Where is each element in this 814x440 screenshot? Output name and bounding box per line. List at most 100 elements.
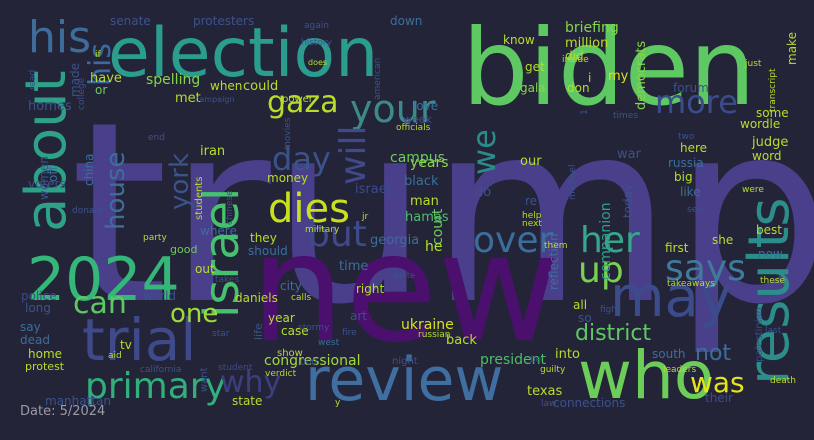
word-long: long: [25, 301, 51, 315]
word-wordle: wordle: [740, 117, 780, 131]
word-my: my: [608, 69, 629, 84]
word-do: do: [475, 185, 491, 200]
word-district: district: [575, 321, 651, 346]
word-state: state: [232, 394, 262, 408]
word-man: man: [410, 194, 439, 209]
word-who: who: [578, 337, 714, 414]
word-trial: trial: [82, 306, 196, 374]
word-white: white: [393, 271, 415, 280]
word-election: election: [108, 14, 378, 93]
word-forum: forum: [673, 81, 709, 95]
word-fire: fire: [342, 328, 357, 338]
word-trump: trump: [70, 68, 814, 359]
word-end: end: [148, 133, 165, 143]
word-made: made: [68, 63, 82, 97]
word-know: know: [503, 33, 535, 47]
word-now: now: [758, 247, 783, 261]
word-best: best: [756, 223, 782, 237]
word-senate: senate: [110, 14, 151, 28]
word-biden: biden: [462, 7, 756, 129]
word-2024: 2024: [27, 245, 180, 315]
word-movies: movies: [283, 117, 293, 150]
word-primary: primary: [85, 366, 226, 407]
word-good: good: [170, 243, 197, 256]
word-dead: dead: [20, 333, 50, 347]
word-military: military: [305, 225, 340, 235]
word-california: california: [140, 365, 181, 375]
word-out: out: [195, 262, 215, 276]
word-million: million: [565, 36, 608, 51]
word-war: war: [617, 147, 642, 162]
word-right: right: [356, 282, 384, 296]
word-guilty: guilty: [540, 365, 566, 375]
word-hamas: hamas: [405, 210, 449, 225]
word-but: but: [307, 214, 367, 255]
word-president: president: [480, 352, 547, 368]
word-protest: protest: [25, 360, 65, 373]
word-takeaways: takeaways: [667, 279, 715, 289]
word-read: read: [28, 70, 38, 90]
word-his: his: [28, 12, 91, 63]
word-transcript: transcript: [768, 68, 778, 112]
word-be: be: [530, 355, 542, 365]
word-just: just: [744, 59, 762, 69]
word-1: 1: [580, 109, 590, 115]
word-they: they: [250, 231, 277, 245]
word-her: her: [580, 220, 640, 261]
word-so: so: [578, 311, 592, 325]
word-re: re: [525, 194, 537, 208]
word-off: off: [46, 166, 60, 182]
word-campus: campus: [390, 150, 445, 166]
word-college: college: [77, 77, 87, 110]
word-leaders: leaders: [663, 365, 697, 375]
word-calls: calls: [291, 293, 311, 303]
word-if: if: [95, 50, 102, 60]
word-iran: iran: [200, 144, 225, 159]
word-more: more: [655, 83, 738, 121]
word-into: into: [555, 347, 580, 362]
word-israeli: israeli: [355, 182, 394, 197]
word-briefing: briefing: [565, 20, 619, 36]
word-texas: texas: [527, 384, 563, 399]
word-student: student: [218, 363, 253, 373]
word-not: not: [695, 341, 731, 366]
word-death: death: [770, 376, 796, 386]
word-campaign: campaign: [195, 95, 234, 104]
word-met: met: [175, 91, 201, 106]
word-should: should: [248, 244, 288, 258]
word-protesters: protesters: [193, 14, 254, 28]
word-why: why: [220, 365, 281, 400]
word-manhattan: manhattan: [45, 394, 111, 408]
word-did: did: [565, 49, 584, 63]
word-voters: voters: [28, 177, 66, 191]
word-fight: fight: [600, 305, 621, 315]
word-connections: connections: [553, 396, 625, 410]
word-where: where: [200, 224, 237, 238]
word-big: big: [674, 170, 693, 184]
word-democrats: democrats: [634, 41, 649, 110]
word-back: back: [446, 333, 477, 348]
word-stormy: stormy: [298, 323, 330, 333]
word-party: party: [143, 233, 167, 243]
word-reflection: reflection: [547, 233, 561, 290]
word-officials: officials: [396, 123, 431, 133]
word-our: our: [520, 154, 542, 169]
word-court: court: [430, 208, 446, 245]
word-case: case: [281, 324, 309, 338]
word-world: world: [143, 289, 176, 303]
word-house: house: [101, 152, 131, 230]
word-why-top: his: [83, 43, 118, 86]
word-were: were: [742, 185, 764, 195]
word-today: today: [621, 184, 635, 218]
word-aid: aid: [108, 351, 122, 361]
word-night: night: [392, 356, 418, 367]
word-next: next: [522, 219, 542, 229]
word-years: years: [410, 155, 449, 171]
word-verdict: verdict: [265, 369, 297, 379]
word-law: law: [541, 399, 556, 409]
date-caption: Date: 5/2024: [20, 404, 106, 419]
word-last: last: [765, 326, 782, 336]
word-may: may: [610, 265, 732, 330]
word-see: see: [687, 205, 703, 215]
